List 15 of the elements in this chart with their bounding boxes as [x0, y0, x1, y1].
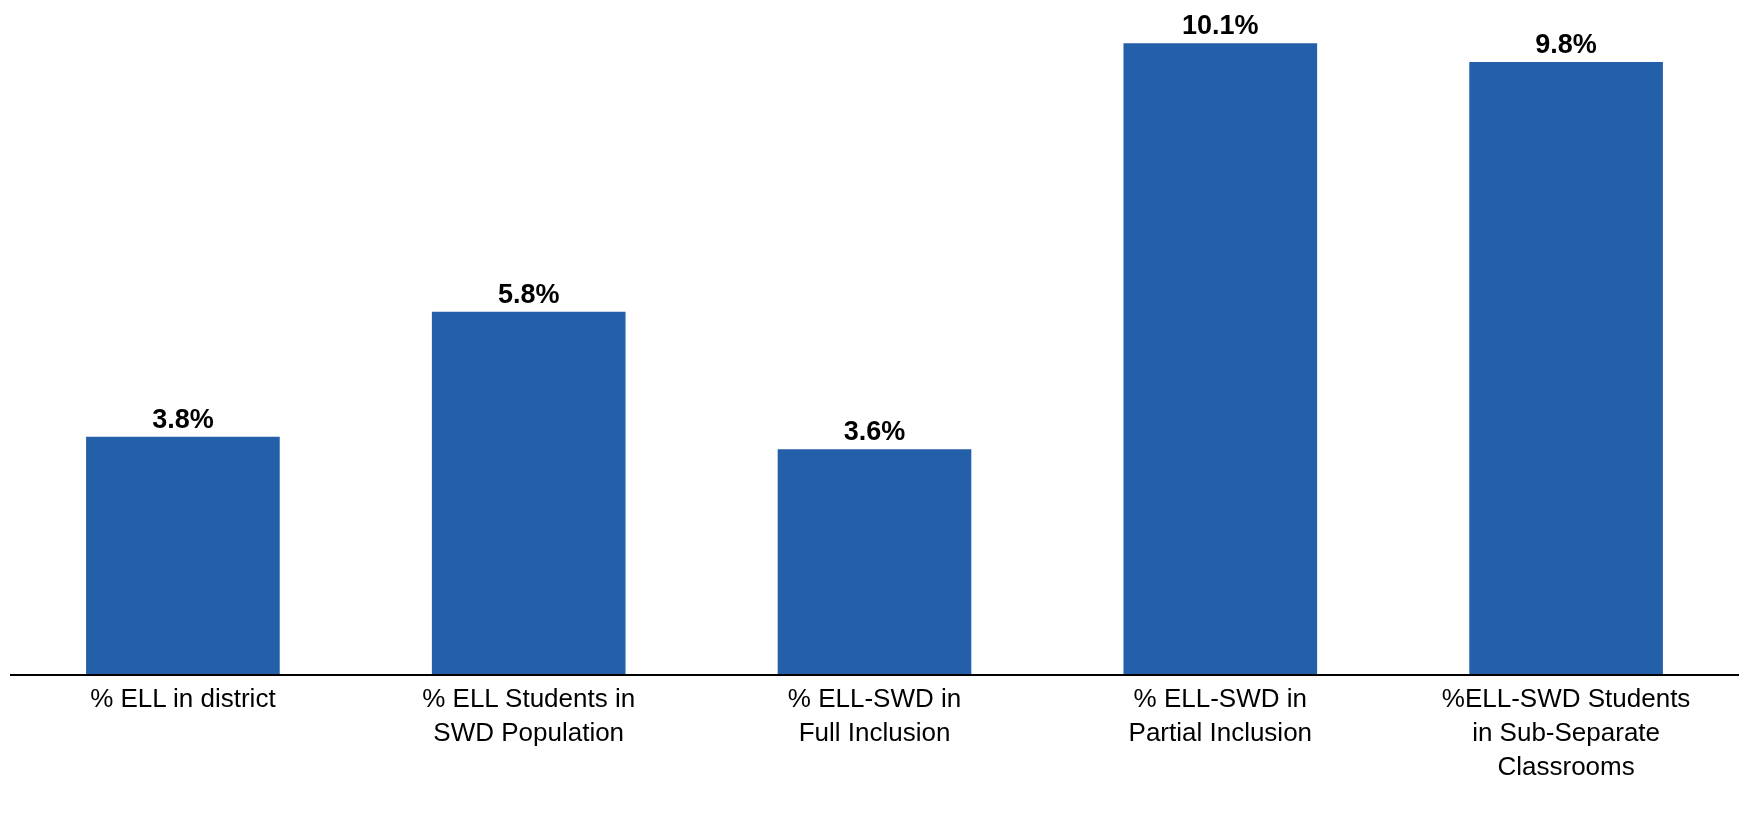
x-tick-label: % ELL-SWD in Partial Inclusion	[1128, 683, 1313, 747]
x-tick-label: % ELL-SWD in Full Inclusion	[787, 683, 962, 747]
data-label: 3.6%	[843, 416, 906, 447]
bar	[1123, 43, 1318, 674]
x-tick-label: % ELL in district	[90, 683, 277, 714]
data-label: 5.8%	[497, 278, 560, 309]
data-label: 9.8%	[1535, 28, 1597, 59]
data-label: 3.8%	[152, 403, 214, 434]
bar	[777, 449, 972, 674]
x-tick-label: %ELL-SWD Students in Sub-Separate Classrooms	[1441, 683, 1691, 781]
bar	[86, 436, 280, 674]
bar	[431, 311, 626, 674]
bar	[1469, 61, 1663, 674]
data-label: 10.1%	[1182, 10, 1259, 41]
x-tick-label: % ELL Students in SWD Population	[422, 683, 636, 747]
